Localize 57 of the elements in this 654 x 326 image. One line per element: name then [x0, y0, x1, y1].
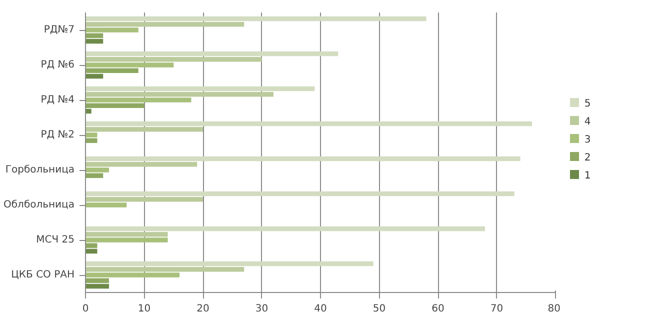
x-tick-label: 40 [314, 304, 327, 314]
bar [86, 284, 109, 289]
bar [86, 98, 192, 102]
y-tick-label: РД №4 [40, 94, 75, 106]
legend-label: 5 [584, 98, 591, 110]
bar [86, 28, 138, 32]
bar [86, 51, 338, 56]
bar [86, 173, 104, 178]
bar [86, 191, 514, 196]
bar [86, 226, 485, 232]
y-tick-label: Облбольница [4, 200, 75, 210]
bar [86, 38, 104, 44]
y-tick-label: РД№7 [44, 24, 75, 36]
x-tick-label: 70 [490, 304, 504, 314]
bar [86, 243, 98, 248]
bar [86, 267, 244, 272]
bar [86, 162, 198, 167]
bar [86, 74, 104, 79]
bar [86, 156, 520, 162]
bar [86, 168, 109, 172]
bar [86, 261, 374, 266]
x-tick-label: 10 [138, 304, 151, 314]
x-tick-label: 0 [82, 304, 89, 314]
x-tick-label: 30 [255, 304, 268, 314]
bar [86, 121, 532, 126]
bar [86, 248, 98, 254]
y-tick-label: Горбольница [5, 164, 75, 176]
bar [86, 272, 180, 278]
x-tick-label: 60 [432, 304, 444, 314]
y-tick-label: МСЧ 25 [36, 234, 75, 246]
bar [86, 132, 98, 138]
bar [86, 62, 174, 68]
legend-label: 1 [584, 170, 591, 182]
legend-label: 4 [584, 116, 591, 128]
bar [86, 103, 144, 108]
x-tick-label: 50 [372, 304, 386, 314]
y-tick-label: РД №2 [40, 130, 75, 140]
legend-label: 3 [584, 134, 591, 146]
bar [86, 33, 104, 38]
bar [86, 68, 138, 73]
x-tick-label: 20 [196, 304, 210, 314]
y-tick-label: РД №6 [40, 60, 75, 70]
bar [86, 138, 98, 143]
bar [86, 202, 127, 208]
legend-label: 2 [584, 152, 591, 164]
bar [86, 22, 244, 27]
bar [86, 92, 274, 97]
bar [86, 197, 203, 202]
bar [86, 238, 168, 242]
bar [86, 57, 262, 62]
x-tick-label: 80 [548, 304, 561, 314]
bar [86, 232, 168, 237]
bar [86, 86, 315, 92]
bar [86, 278, 109, 283]
bar [86, 16, 426, 22]
y-tick-label: ЦКБ СО РАН [11, 270, 75, 280]
bar [86, 127, 203, 132]
